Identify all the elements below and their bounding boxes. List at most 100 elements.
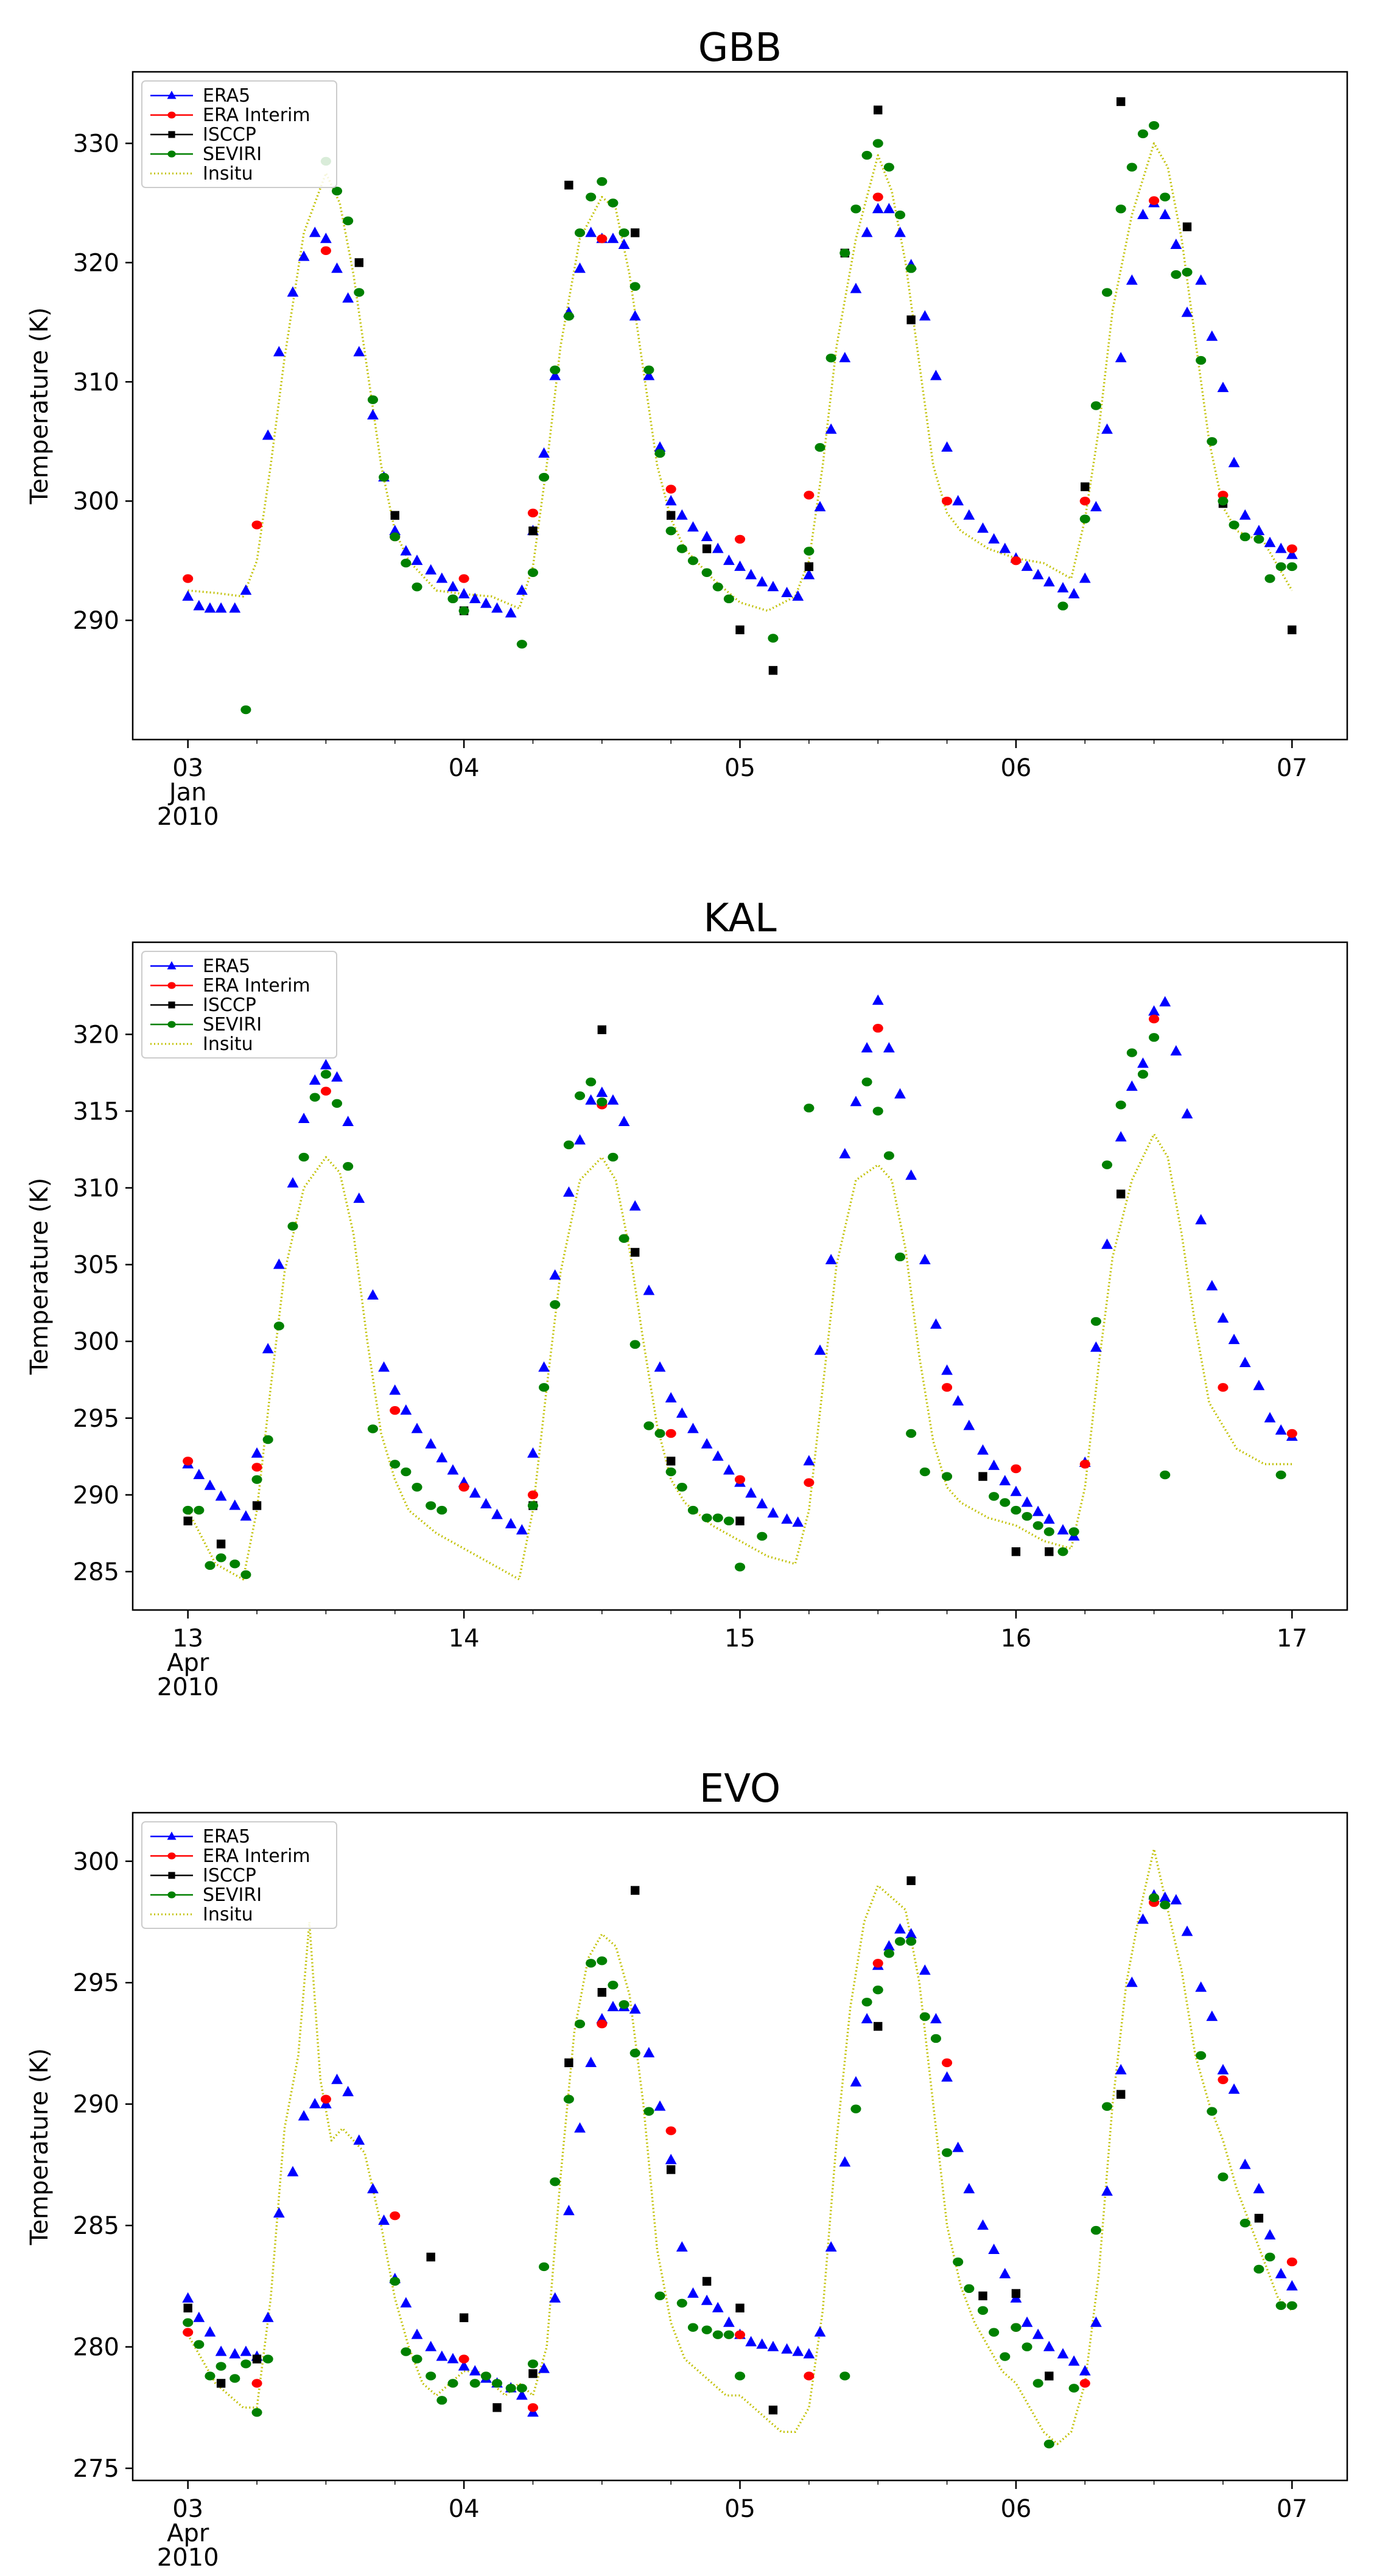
data-point — [251, 2408, 262, 2417]
data-point — [665, 1391, 677, 1402]
data-point — [491, 1508, 503, 1519]
data-point — [1218, 2075, 1229, 2084]
data-point — [400, 1404, 412, 1415]
data-point — [618, 1116, 630, 1127]
data-point — [1228, 457, 1240, 467]
data-point — [687, 1423, 699, 1433]
data-point — [194, 2340, 205, 2349]
data-point — [550, 365, 561, 374]
data-point — [539, 2262, 550, 2272]
data-point — [654, 1429, 665, 1438]
data-point — [1182, 222, 1192, 231]
data-point — [353, 1192, 365, 1203]
data-point — [378, 2214, 390, 2225]
data-point — [1022, 1511, 1032, 1521]
data-point — [894, 1252, 906, 1262]
data-point — [480, 2371, 491, 2381]
data-point — [1181, 1108, 1193, 1119]
data-point — [342, 2085, 354, 2096]
y-tick-label: 300 — [73, 1328, 119, 1356]
data-point — [447, 2353, 459, 2364]
data-point — [1032, 1505, 1044, 1516]
data-point — [906, 264, 917, 273]
data-point — [963, 509, 975, 520]
data-point — [459, 2313, 469, 2322]
data-point — [861, 2013, 873, 2024]
data-point — [287, 1177, 299, 1188]
series-isccp — [183, 1876, 1264, 2415]
data-point — [1239, 509, 1251, 520]
data-point — [1286, 544, 1297, 553]
data-point — [550, 1300, 561, 1309]
data-point — [1206, 1279, 1218, 1290]
legend-marker — [168, 1001, 175, 1009]
data-point — [665, 485, 676, 494]
data-point — [574, 2122, 586, 2133]
data-point — [426, 2371, 436, 2381]
series-seviri — [183, 1033, 1286, 1580]
y-tick-label: 310 — [73, 368, 119, 396]
data-point — [608, 198, 619, 208]
data-point — [240, 584, 252, 595]
data-point — [883, 1151, 894, 1160]
legend-item: ERA Interim — [150, 105, 310, 126]
data-point — [309, 2098, 321, 2109]
data-point — [999, 2267, 1011, 2278]
data-point — [1068, 1527, 1079, 1536]
series-era5 — [182, 994, 1298, 1541]
data-point — [1057, 601, 1068, 611]
data-point — [538, 447, 550, 458]
data-point — [756, 576, 768, 587]
data-point — [252, 2354, 262, 2364]
data-point — [1011, 556, 1022, 565]
data-point — [654, 449, 665, 458]
legend-marker — [167, 150, 176, 158]
legend-label: ERA Interim — [203, 975, 310, 996]
data-point — [516, 1524, 528, 1535]
data-point — [597, 1987, 606, 1997]
data-point — [629, 2003, 641, 2014]
data-point — [701, 2325, 712, 2334]
series-era-interim — [183, 1898, 1297, 2412]
data-point — [353, 2134, 365, 2145]
data-point — [480, 1497, 492, 1508]
data-point — [491, 2379, 503, 2388]
data-point — [183, 2303, 192, 2312]
x-tick-label: 05 — [724, 2495, 755, 2523]
chart-title: GBB — [698, 26, 782, 71]
chart-title: EVO — [699, 1766, 780, 1811]
data-point — [872, 203, 884, 214]
data-point — [230, 1559, 240, 1569]
data-point — [745, 1487, 757, 1498]
data-point — [1079, 497, 1090, 506]
data-point — [756, 2338, 768, 2349]
series-era5 — [182, 1889, 1298, 2417]
legend-marker — [168, 131, 175, 138]
data-point — [273, 1321, 284, 1331]
data-point — [930, 2034, 941, 2043]
legend-item: Insitu — [150, 1904, 253, 1925]
x-tick-label: 13 — [172, 1625, 203, 1653]
data-point — [505, 1517, 517, 1528]
data-point — [952, 2141, 964, 2152]
data-point — [988, 533, 1000, 544]
data-point — [1115, 1131, 1127, 1142]
data-point — [631, 1248, 640, 1257]
data-point — [458, 2360, 470, 2371]
data-point — [1195, 274, 1207, 285]
series-insitu — [187, 1848, 1293, 2445]
data-point — [1057, 1524, 1069, 1535]
data-point — [919, 1253, 931, 1265]
data-point — [1149, 196, 1160, 205]
data-point — [251, 1463, 262, 1472]
y-tick-label: 280 — [73, 2334, 119, 2362]
data-point — [1090, 500, 1102, 511]
data-point — [1239, 1356, 1251, 1367]
data-point — [492, 2403, 502, 2412]
data-point — [1011, 2323, 1022, 2332]
data-point — [425, 564, 437, 575]
data-point — [411, 2328, 423, 2339]
data-point — [1101, 288, 1113, 297]
data-point — [1286, 548, 1298, 559]
